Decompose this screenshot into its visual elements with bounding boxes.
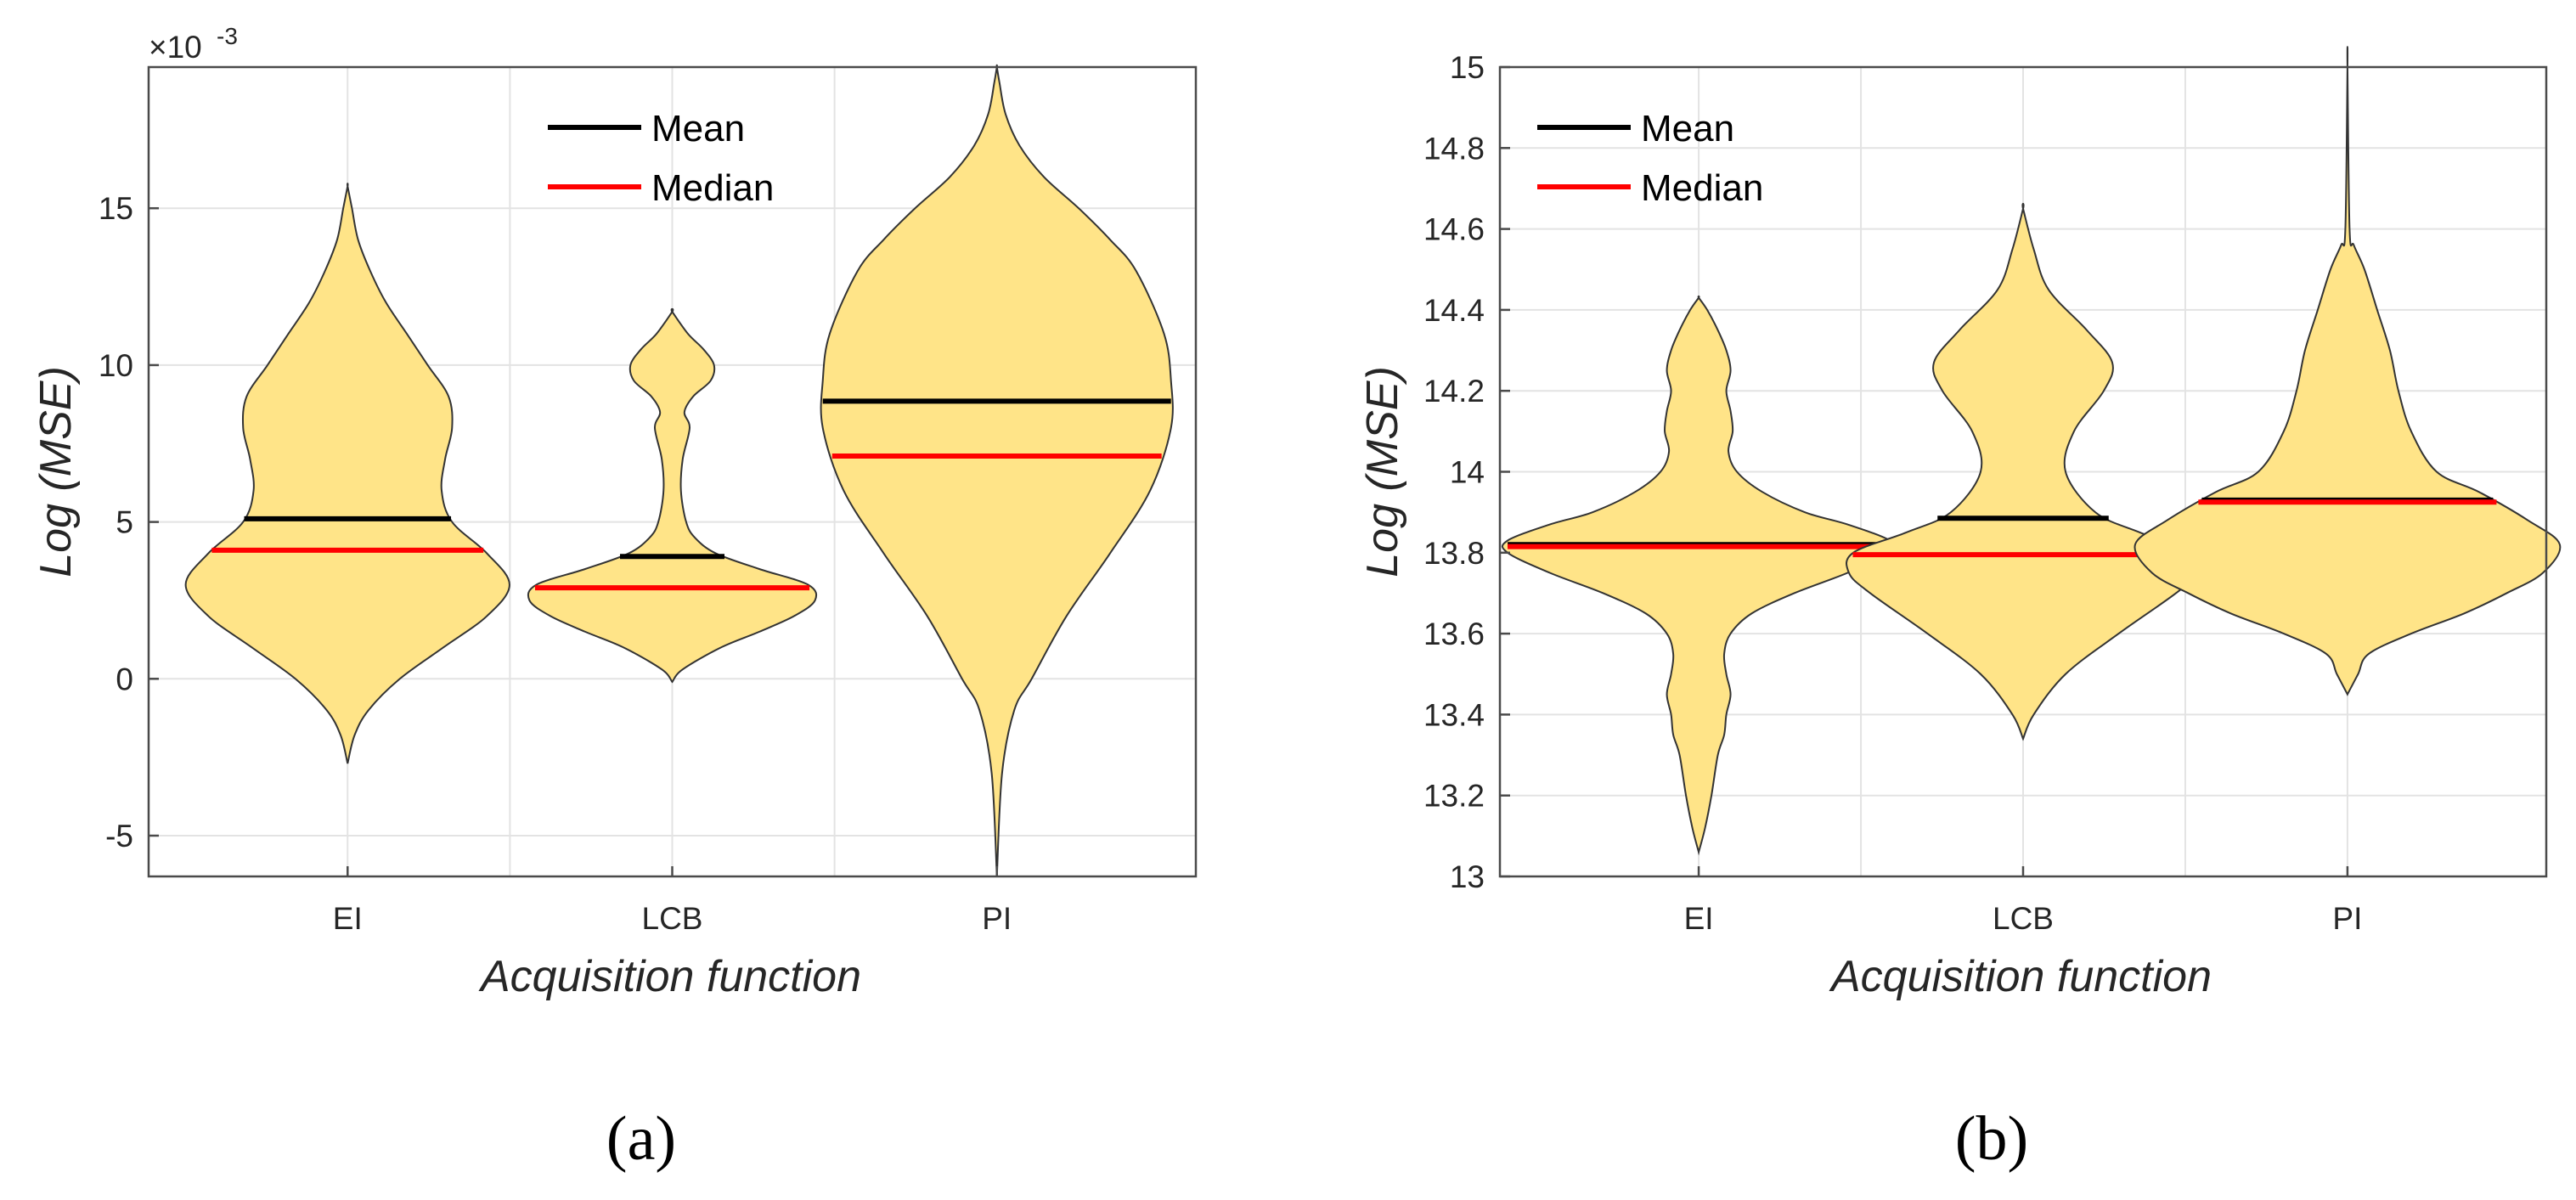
- violin-pi: [2134, 46, 2562, 696]
- y-tick-label: 14: [1450, 455, 1485, 490]
- y-tick-label: 0: [116, 662, 133, 696]
- x-ticks-a: EI LCB PI: [333, 866, 1012, 936]
- plot-frame-b: [1498, 65, 2548, 878]
- y-tick-label: 13.2: [1423, 779, 1485, 814]
- x-axis-label-a: Acquisition function: [478, 952, 861, 1001]
- y-tick-label: 15: [99, 191, 133, 226]
- violins-a: [184, 64, 1174, 877]
- y-tick-label: 14.4: [1423, 293, 1485, 328]
- y-tick-label: 14.8: [1423, 131, 1485, 166]
- y-axis-label-a: Log (MSE): [31, 366, 81, 577]
- x-tick-label: LCB: [1993, 901, 2054, 936]
- plot-frame-a: [147, 65, 1198, 878]
- exponent-label-a: ×10: [149, 30, 202, 65]
- chart-panel-a: -5 0 5 10 15 EI LCB PI ×10 -3 Log (MSE) Acquis…: [31, 23, 1198, 1174]
- y-ticks-b: 13 13.2 13.4 13.6 13.8 14 14.2 14.4 14.6 14.8 15: [1423, 50, 1510, 894]
- violin-ei: [1501, 295, 1897, 856]
- x-axis-label-b: Acquisition function: [1829, 952, 2212, 1001]
- violin-ei: [184, 183, 510, 764]
- x-ticks-b: EI LCB PI: [1684, 866, 2362, 936]
- legend-mean-label-b: Mean: [1641, 108, 1734, 149]
- y-tick-label: 14.2: [1423, 374, 1485, 408]
- exponent-power-a: -3: [217, 23, 238, 49]
- legend-a: Mean Median: [548, 108, 774, 209]
- caption-b: (b): [1955, 1104, 2028, 1174]
- x-tick-label: PI: [982, 901, 1012, 936]
- y-tick-label: 13.8: [1423, 536, 1485, 571]
- chart-panel-b: 13 13.2 13.4 13.6 13.8 14 14.2 14.4 14.6 14.8 15 E…: [1358, 46, 2562, 1174]
- y-tick-label: -5: [105, 819, 133, 854]
- y-tick-label: 10: [99, 348, 133, 383]
- y-tick-label: 5: [116, 505, 133, 540]
- x-tick-label: EI: [1684, 901, 1714, 936]
- violin-pi: [820, 64, 1174, 877]
- y-tick-label: 13.4: [1423, 697, 1485, 732]
- legend-median-label-b: Median: [1641, 167, 1763, 209]
- x-tick-label: LCB: [642, 901, 703, 936]
- legend-b: Mean Median: [1537, 108, 1763, 209]
- legend-mean-label-a: Mean: [651, 108, 745, 149]
- y-axis-label-b: Log (MSE): [1358, 366, 1407, 577]
- legend-median-label-a: Median: [651, 167, 774, 209]
- y-ticks-a: -5 0 5 10 15: [99, 191, 159, 854]
- y-tick-label: 15: [1450, 50, 1485, 85]
- y-tick-label: 13: [1450, 859, 1485, 894]
- x-tick-label: PI: [2332, 901, 2362, 936]
- y-tick-label: 14.6: [1423, 212, 1485, 247]
- x-tick-label: EI: [333, 901, 363, 936]
- y-tick-label: 13.6: [1423, 617, 1485, 651]
- caption-a: (a): [606, 1104, 676, 1174]
- violins-b: [1501, 46, 2562, 856]
